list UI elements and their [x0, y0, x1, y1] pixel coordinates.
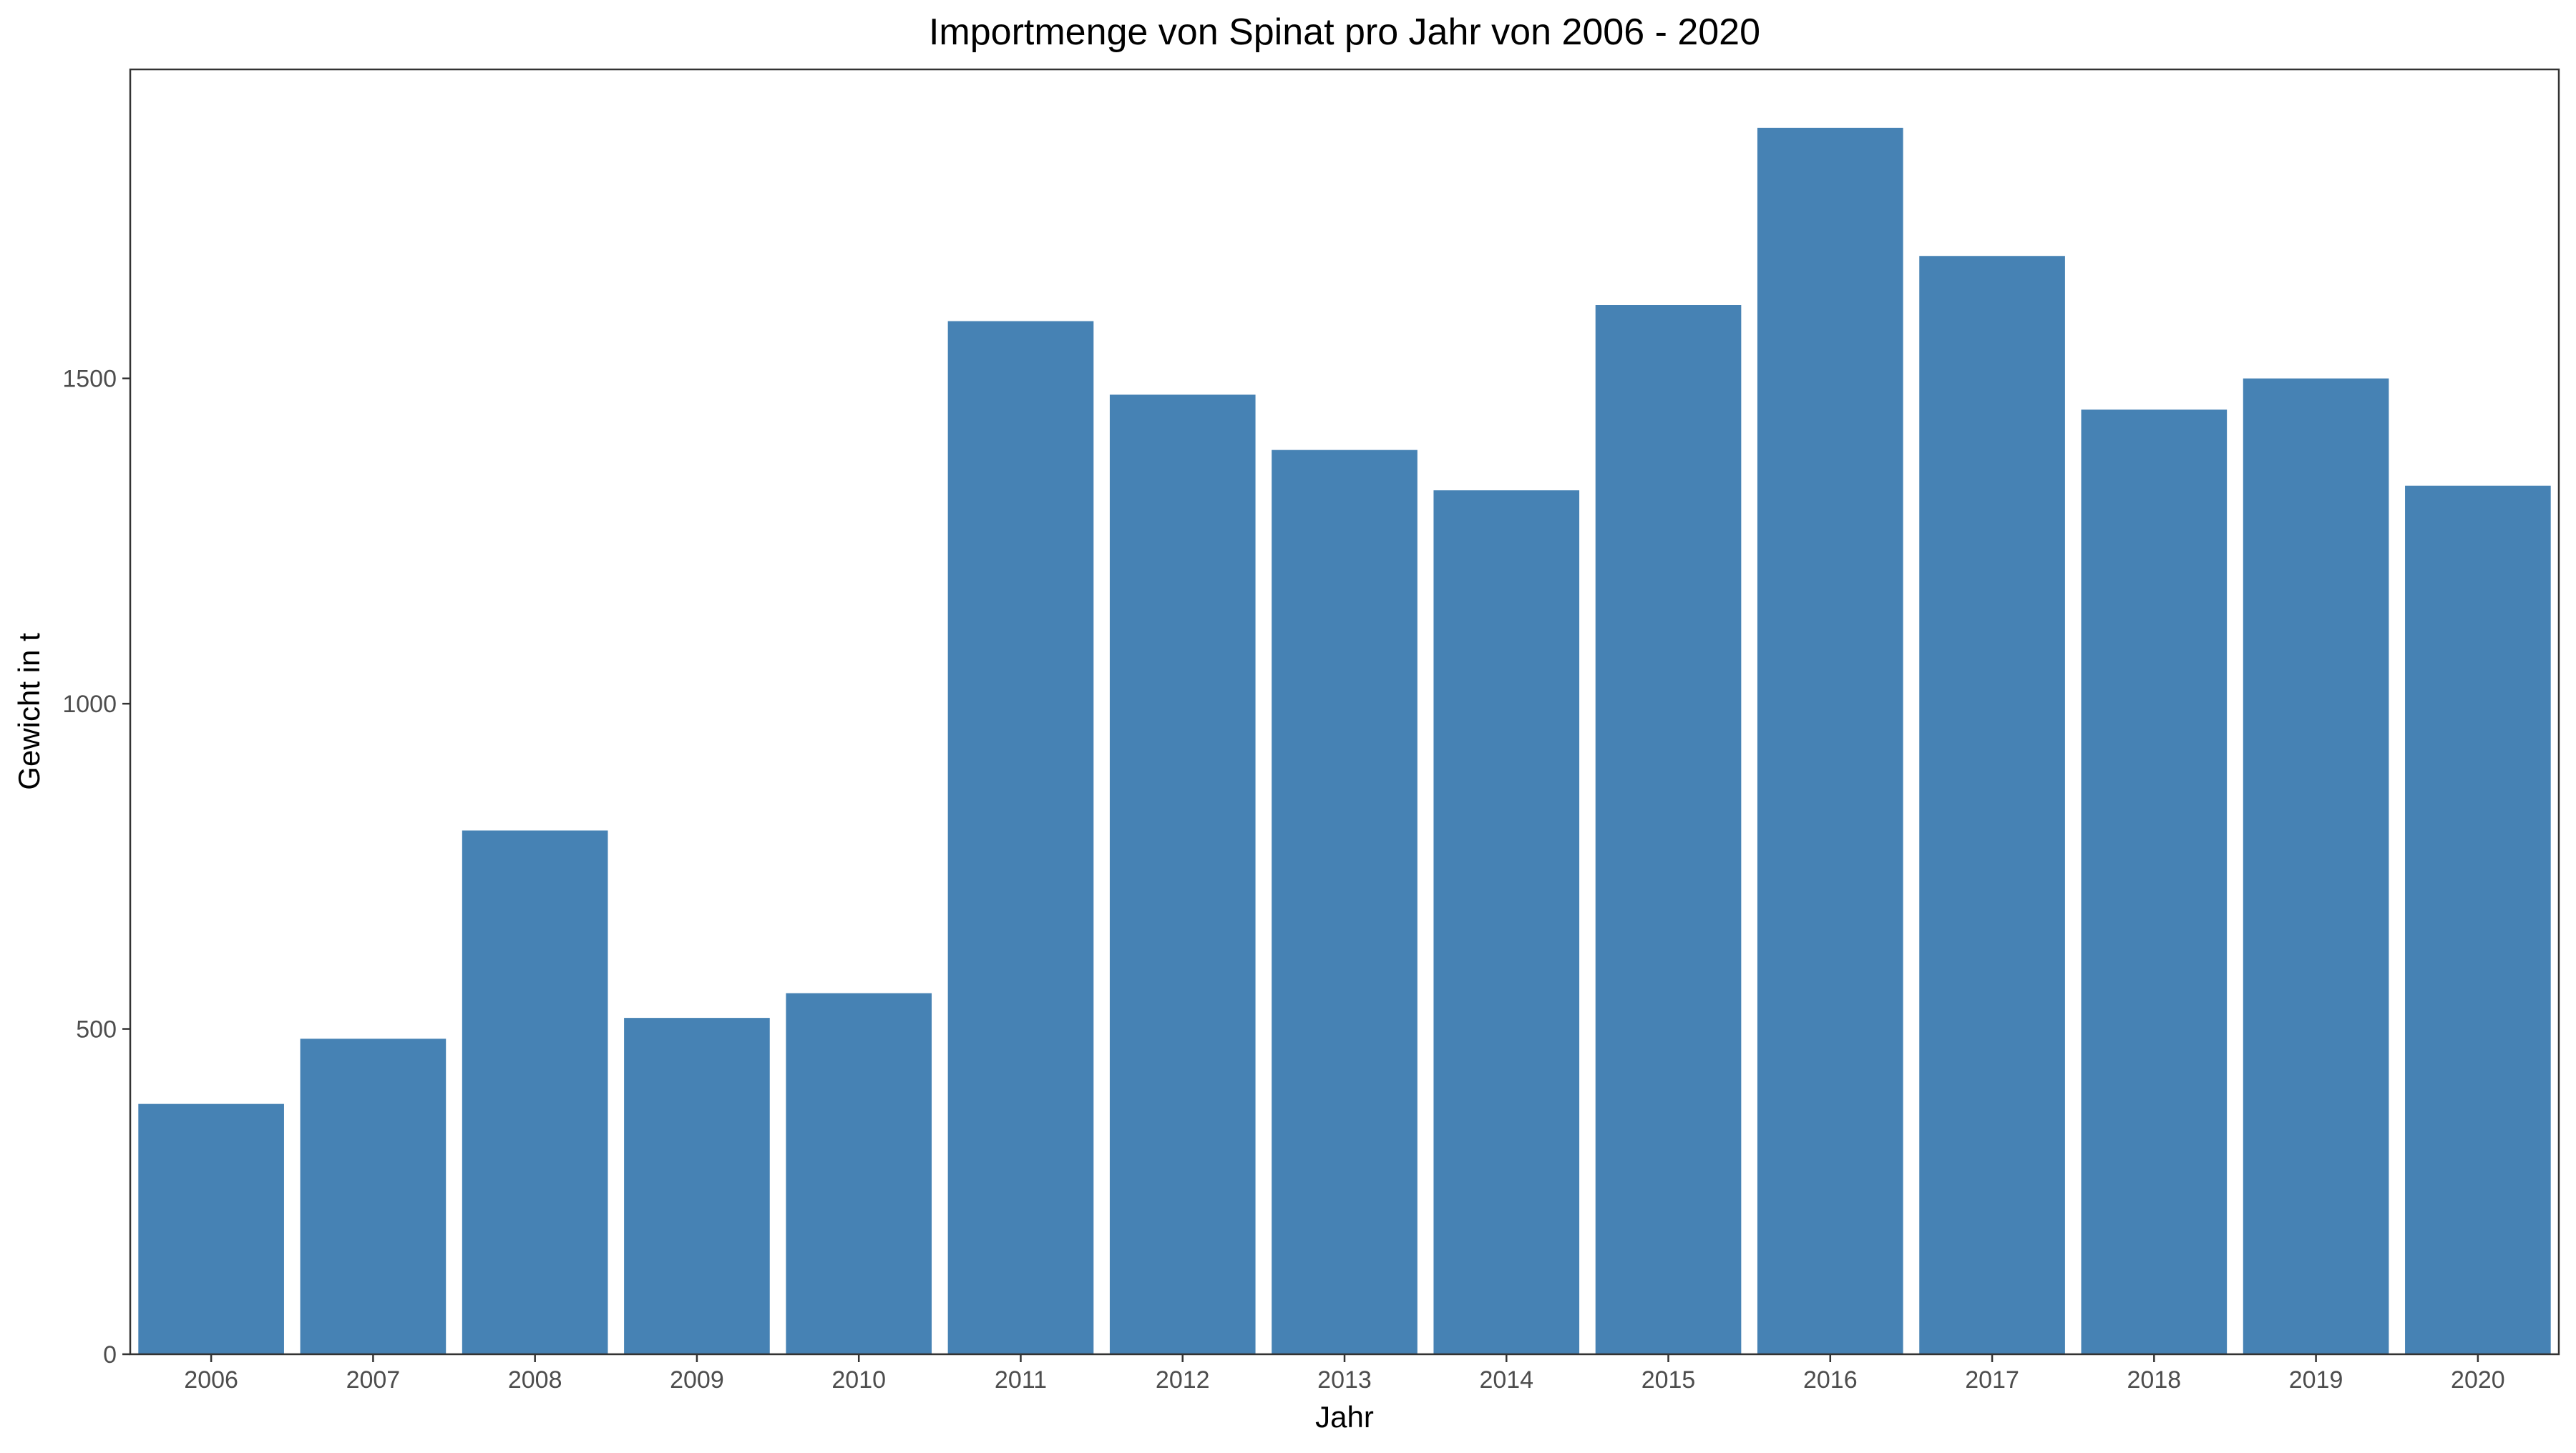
- x-tick-label: 2011: [995, 1366, 1047, 1394]
- x-tick-label: 2015: [1641, 1366, 1696, 1394]
- x-tick-label: 2013: [1317, 1366, 1372, 1394]
- bar-2009: [624, 1018, 770, 1354]
- bar-2017: [1919, 256, 2065, 1355]
- bar-2015: [1595, 305, 1742, 1354]
- bar-2016: [1757, 127, 1903, 1354]
- y-axis-title: Gewicht in t: [12, 633, 46, 790]
- x-tick-label: 2012: [1156, 1366, 1210, 1394]
- x-tick-label: 2009: [670, 1366, 724, 1394]
- x-tick-label: 2017: [1965, 1366, 2019, 1394]
- y-tick-label: 0: [103, 1341, 117, 1369]
- y-tick-label: 1500: [62, 366, 117, 393]
- x-tick-label: 2010: [831, 1366, 886, 1394]
- bars-group: [138, 127, 2551, 1355]
- x-tick-label: 2007: [346, 1366, 401, 1394]
- x-tick-label: 2014: [1479, 1366, 1533, 1394]
- bar-2008: [462, 830, 608, 1354]
- x-tick-label: 2018: [2127, 1366, 2182, 1394]
- x-axis: 2006 2007 2008 2009 2010 2011 2012 2013 2014 2015…: [184, 1354, 2505, 1394]
- x-tick-label: 2006: [184, 1366, 238, 1394]
- bar-2011: [947, 321, 1094, 1355]
- y-tick-label: 1000: [62, 691, 117, 718]
- bar-2020: [2405, 485, 2551, 1355]
- y-tick-label: 500: [76, 1016, 117, 1044]
- chart-title: Importmenge von Spinat pro Jahr von 2006…: [929, 11, 1760, 53]
- y-axis: 0 500 1000 1500: [62, 366, 130, 1369]
- x-tick-label: 2020: [2451, 1366, 2505, 1394]
- x-axis-title: Jahr: [1315, 1400, 1374, 1434]
- bar-2006: [138, 1104, 284, 1354]
- bar-2019: [2243, 378, 2389, 1355]
- bar-2013: [1272, 449, 1418, 1355]
- bar-2018: [2081, 409, 2228, 1354]
- plot-area: [129, 68, 2560, 1356]
- x-tick-label: 2016: [1803, 1366, 1858, 1394]
- bar-2010: [786, 993, 932, 1354]
- bar-2012: [1109, 394, 1256, 1355]
- bar-2007: [300, 1039, 447, 1354]
- x-tick-label: 2008: [508, 1366, 562, 1394]
- bar-2014: [1433, 490, 1580, 1354]
- x-tick-label: 2019: [2289, 1366, 2343, 1394]
